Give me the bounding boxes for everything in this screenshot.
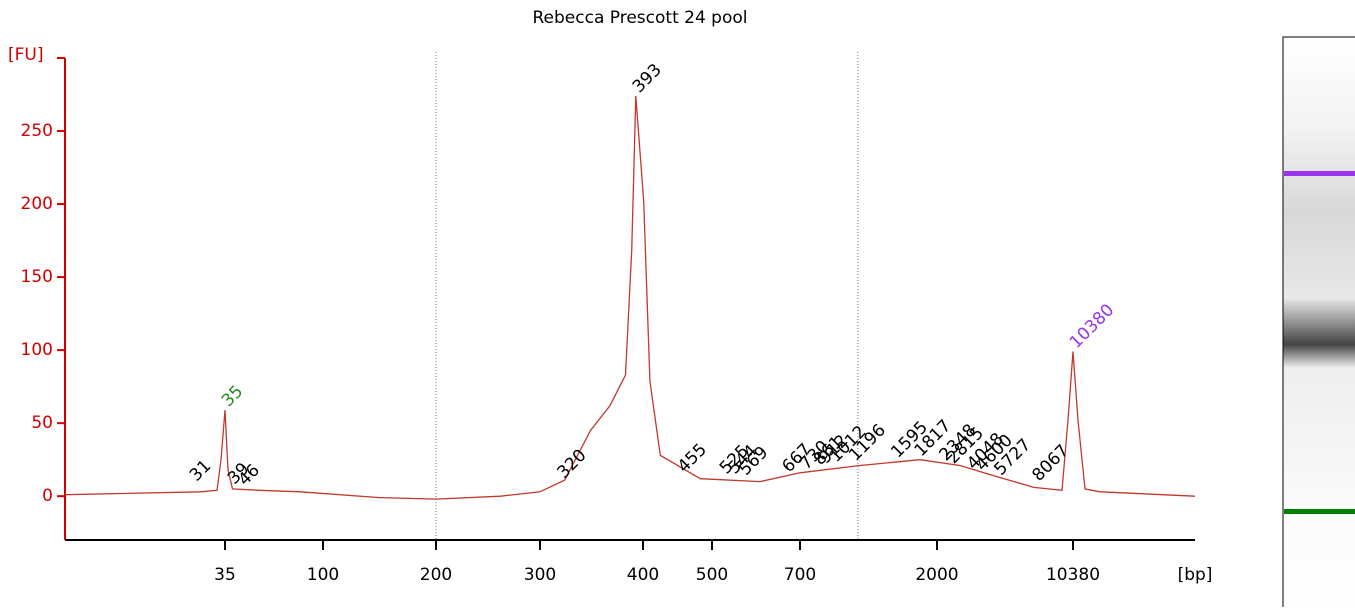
peak-label: 10380 xyxy=(1066,300,1118,352)
x-tick-label: 100 xyxy=(307,565,339,585)
gel-band-lower xyxy=(1284,509,1355,514)
x-tick-label: 200 xyxy=(420,565,452,585)
peak-label: 320 xyxy=(554,446,591,483)
x-tick-label: 300 xyxy=(524,565,556,585)
trace xyxy=(64,95,1196,500)
x-tick-label: 35 xyxy=(214,565,236,585)
peak-label: 35 xyxy=(218,382,247,411)
peak-label: 455 xyxy=(674,440,711,477)
gel-box xyxy=(1282,36,1355,611)
peak-label: 8067 xyxy=(1028,441,1073,486)
y-tick-label: 50 xyxy=(31,413,53,433)
chart-title: Rebecca Prescott 24 pool xyxy=(533,8,748,28)
y-tick-label: 150 xyxy=(21,267,53,287)
y-tick-label: 0 xyxy=(42,486,53,506)
y-tick-label: 100 xyxy=(21,340,53,360)
y-tick-label: 200 xyxy=(21,194,53,214)
x-tick-label: 2000 xyxy=(915,565,958,585)
peak-label: 31 xyxy=(186,456,215,485)
x-tick-label: 500 xyxy=(696,565,728,585)
x-tick-label: 400 xyxy=(627,565,659,585)
x-tick-label: 700 xyxy=(784,565,816,585)
gel-lane xyxy=(1282,36,1355,611)
gel-band-upper xyxy=(1284,171,1355,176)
y-axis-label: [FU] xyxy=(8,45,44,65)
x-tick-label: 10380 xyxy=(1046,565,1100,585)
x-axis-label: [bp] xyxy=(1178,565,1213,585)
y-tick-label: 250 xyxy=(21,121,53,141)
peak-label: 393 xyxy=(629,60,666,97)
